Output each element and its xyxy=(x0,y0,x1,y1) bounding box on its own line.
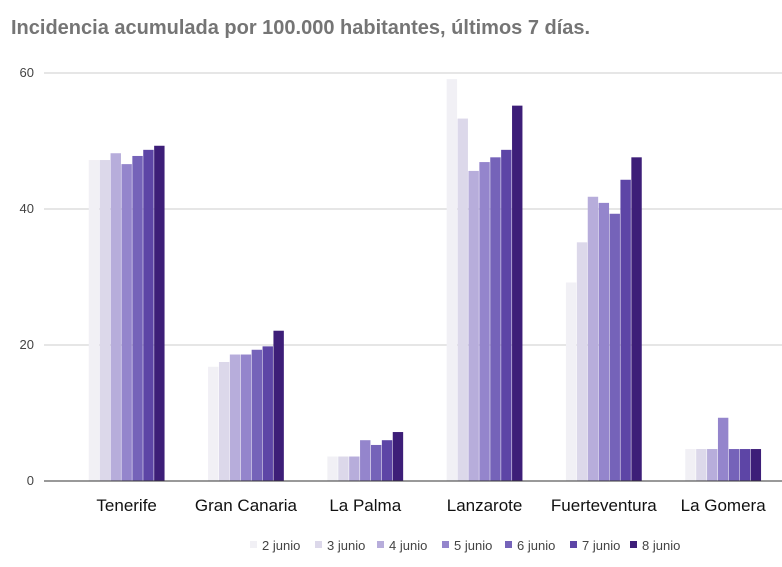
legend-label: 8 junio xyxy=(642,538,680,553)
legend-label: 3 junio xyxy=(327,538,365,553)
x-tick-label: Lanzarote xyxy=(447,496,523,515)
bar-fuerteventura-8-junio xyxy=(631,157,642,481)
bar-fuerteventura-5-junio xyxy=(598,202,610,481)
legend-item[interactable]: 8 junio xyxy=(630,538,680,553)
legend-item[interactable]: 5 junio xyxy=(442,538,492,553)
legend-item[interactable]: 2 junio xyxy=(250,538,300,553)
y-tick-label: 40 xyxy=(20,201,34,216)
legend-swatch xyxy=(442,541,449,548)
bar-la-gomera-6-junio xyxy=(728,449,740,481)
bar-gran-canaria-2-junio xyxy=(208,366,219,481)
bar-la-palma-5-junio xyxy=(360,440,371,481)
x-tick-label: La Palma xyxy=(329,496,401,515)
bar-tenerife-4-junio xyxy=(110,153,121,482)
bar-lanzarote-2-junio xyxy=(446,79,458,482)
gridlines xyxy=(44,72,782,346)
bar-la-palma-7-junio xyxy=(381,440,393,481)
legend-label: 6 junio xyxy=(517,538,555,553)
x-tick-label: La Gomera xyxy=(681,496,767,515)
bar-lanzarote-3-junio xyxy=(457,118,468,481)
legend-swatch xyxy=(630,541,637,548)
bar-lanzarote-4-junio xyxy=(468,170,479,482)
axes: 0 20 40 60 Tenerife Gran Canaria La Palma Lanza… xyxy=(20,65,782,515)
bar-gran-canaria-5-junio xyxy=(240,354,252,481)
chart-title: Incidencia acumulada por 100.000 habitan… xyxy=(11,17,591,39)
bar-tenerife-8-junio xyxy=(154,145,165,481)
bar-tenerife-6-junio xyxy=(132,155,143,481)
bar-lanzarote-7-junio xyxy=(501,149,512,481)
bar-gran-canaria-7-junio xyxy=(262,346,273,481)
bar-lanzarote-5-junio xyxy=(479,162,490,481)
bar-fuerteventura-6-junio xyxy=(609,213,620,481)
legend-swatch xyxy=(377,541,384,548)
bar-la-gomera-8-junio xyxy=(750,449,762,481)
legend-item[interactable]: 3 junio xyxy=(315,538,365,553)
bar-lanzarote-8-junio xyxy=(512,105,523,481)
legend-swatch xyxy=(250,541,257,548)
legend-label: 5 junio xyxy=(454,538,492,553)
bar-la-palma-3-junio xyxy=(338,456,349,481)
bar-la-gomera-3-junio xyxy=(696,449,707,481)
bar-gran-canaria-3-junio xyxy=(218,362,230,481)
bar-tenerife-3-junio xyxy=(99,160,111,482)
legend-swatch xyxy=(315,541,322,548)
bar-gran-canaria-4-junio xyxy=(229,354,241,481)
bars xyxy=(88,79,762,482)
bar-tenerife-5-junio xyxy=(121,164,132,481)
bar-la-gomera-2-junio xyxy=(685,449,696,481)
legend-swatch xyxy=(570,541,577,548)
legend-item[interactable]: 6 junio xyxy=(505,538,555,553)
bar-la-palma-2-junio xyxy=(327,456,338,481)
legend-item[interactable]: 4 junio xyxy=(377,538,427,553)
bar-gran-canaria-6-junio xyxy=(251,349,263,481)
legend-swatch xyxy=(505,541,512,548)
bar-la-palma-4-junio xyxy=(349,456,360,481)
bar-fuerteventura-2-junio xyxy=(565,282,577,481)
bar-la-palma-8-junio xyxy=(392,432,404,481)
y-tick-label: 20 xyxy=(20,337,34,352)
bar-fuerteventura-3-junio xyxy=(576,242,588,481)
legend-label: 2 junio xyxy=(262,538,300,553)
bar-lanzarote-6-junio xyxy=(490,157,501,481)
bar-la-gomera-4-junio xyxy=(707,449,718,481)
bar-tenerife-7-junio xyxy=(143,149,154,481)
legend-label: 7 junio xyxy=(582,538,620,553)
x-tick-label: Fuerteventura xyxy=(551,496,657,515)
y-tick-label: 0 xyxy=(27,473,34,488)
legend[interactable]: 2 junio 3 junio 4 junio 5 junio 6 junio 7 jun… xyxy=(250,538,680,553)
x-tick-label: Gran Canaria xyxy=(195,496,298,515)
bar-fuerteventura-7-junio xyxy=(620,179,631,481)
bar-fuerteventura-4-junio xyxy=(587,196,599,481)
bar-la-gomera-5-junio xyxy=(717,417,729,481)
bar-tenerife-2-junio xyxy=(88,160,100,482)
bar-la-gomera-7-junio xyxy=(739,449,751,481)
legend-item[interactable]: 7 junio xyxy=(570,538,620,553)
legend-label: 4 junio xyxy=(389,538,427,553)
x-tick-label: Tenerife xyxy=(96,496,156,515)
bar-gran-canaria-8-junio xyxy=(273,330,284,481)
bar-la-palma-6-junio xyxy=(370,444,382,481)
y-tick-label: 60 xyxy=(20,65,34,80)
